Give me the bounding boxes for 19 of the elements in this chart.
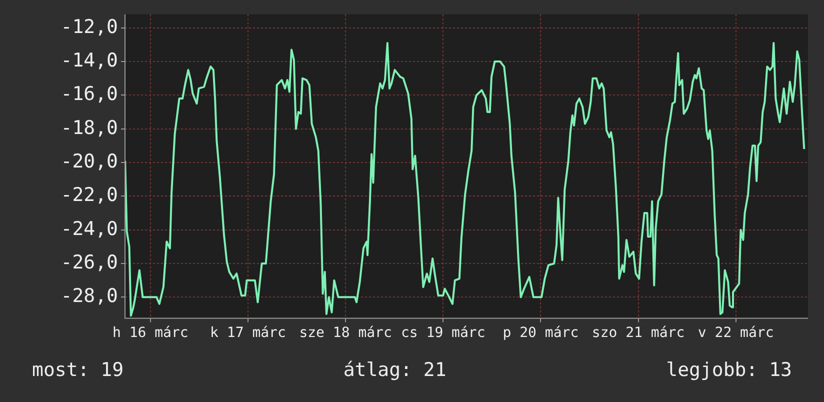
x-tick-label: v 22 márc [698,325,774,342]
text: most: 19 [32,359,124,381]
x-tick-label: szo 21 márc [592,325,685,342]
x-tick-label: k 17 márc [210,325,286,342]
y-tick-label: -18,0 [60,116,118,139]
x-tick-label: h 16 márc [112,325,188,342]
text: legjobb: 13 [666,359,792,381]
y-tick-label: -16,0 [60,83,118,106]
y-tick-label: -12,0 [60,16,118,38]
y-tick-label: -28,0 [60,285,118,308]
y-tick-label: -24,0 [60,218,118,240]
y-tick-label: -22,0 [60,184,118,206]
y-tick-label: -14,0 [60,49,118,72]
y-tick-label: -20,0 [60,150,118,172]
x-tick-label: sze 18 márc [299,325,392,342]
y-tick-label: -26,0 [60,251,118,274]
x-tick-label: cs 19 márc [400,325,486,342]
x-tick-label: p 20 márc [502,325,579,342]
text: átlag: 21 [343,359,446,381]
